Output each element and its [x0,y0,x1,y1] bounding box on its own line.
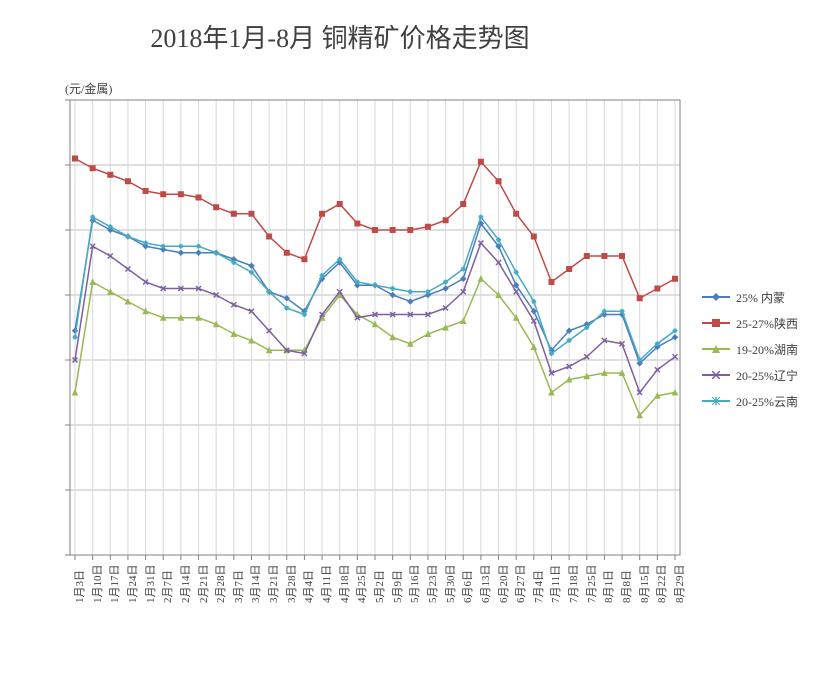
x-tick-label: 7月25日 [583,565,599,604]
legend-swatch [702,368,730,382]
x-tick-label: 8月29日 [671,565,687,604]
legend-label: 25-27%陕西 [736,315,798,332]
x-tick-label: 4月25日 [353,565,369,604]
x-tick-label: 1月31日 [142,565,158,604]
x-tick-label: 2月21日 [195,565,211,604]
legend-label: 20-25%云南 [736,393,798,410]
legend-item: 25-27%陕西 [702,316,798,330]
x-tick-label: 8月15日 [636,565,652,604]
x-tick-label: 8月22日 [653,565,669,604]
x-tick-label: 4月11日 [318,565,334,603]
x-tick-label: 5月2日 [371,570,387,603]
x-tick-label: 2月28日 [212,565,228,604]
legend-item: 20-25%辽宁 [702,368,798,382]
x-tick-label: 1月24日 [124,565,140,604]
x-tick-labels: 1月3日1月10日1月17日1月24日1月31日2月7日2月14日2月21日2月… [0,561,823,661]
x-tick-label: 6月6日 [459,570,475,603]
legend-swatch [702,342,730,356]
x-tick-label: 3月14日 [247,565,263,604]
legend-label: 19-20%湖南 [736,341,798,358]
x-tick-label: 1月3日 [71,570,87,603]
x-tick-label: 4月18日 [336,565,352,604]
y-tick-labels: 3500037000390004100043000450004700049000 [0,0,80,600]
legend-swatch [702,316,730,330]
legend-item: 25% 内蒙 [702,290,798,304]
x-tick-label: 5月23日 [424,565,440,604]
x-tick-label: 5月30日 [442,565,458,604]
legend-swatch [702,394,730,408]
x-tick-label: 7月11日 [547,565,563,603]
x-tick-label: 2月14日 [177,565,193,604]
legend-swatch [702,290,730,304]
x-tick-label: 4月4日 [300,570,316,603]
x-tick-label: 1月10日 [89,565,105,604]
x-tick-label: 2月7日 [159,570,175,603]
legend-label: 20-25%辽宁 [736,367,798,384]
x-tick-label: 5月16日 [406,565,422,604]
x-tick-label: 8月1日 [600,570,616,603]
x-tick-label: 3月7日 [230,570,246,603]
legend-item: 19-20%湖南 [702,342,798,356]
x-tick-label: 7月4日 [530,570,546,603]
x-tick-label: 5月9日 [389,570,405,603]
x-tick-label: 6月13日 [477,565,493,604]
x-tick-label: 7月18日 [565,565,581,604]
x-tick-label: 3月28日 [283,565,299,604]
legend-label: 25% 内蒙 [736,289,785,306]
x-tick-label: 6月20日 [495,565,511,604]
x-tick-label: 3月21日 [265,565,281,604]
x-tick-label: 1月17日 [106,565,122,604]
legend-item: 20-25%云南 [702,394,798,408]
chart-container: 2018年1月-8月 铜精矿价格走势图 (元/金属) 3500037000390… [0,0,823,683]
legend: 25% 内蒙 25-27%陕西 19-20%湖南 20-25%辽宁 20-25%云南 [702,290,798,420]
x-tick-label: 8月8日 [618,570,634,603]
x-tick-label: 6月27日 [512,565,528,604]
